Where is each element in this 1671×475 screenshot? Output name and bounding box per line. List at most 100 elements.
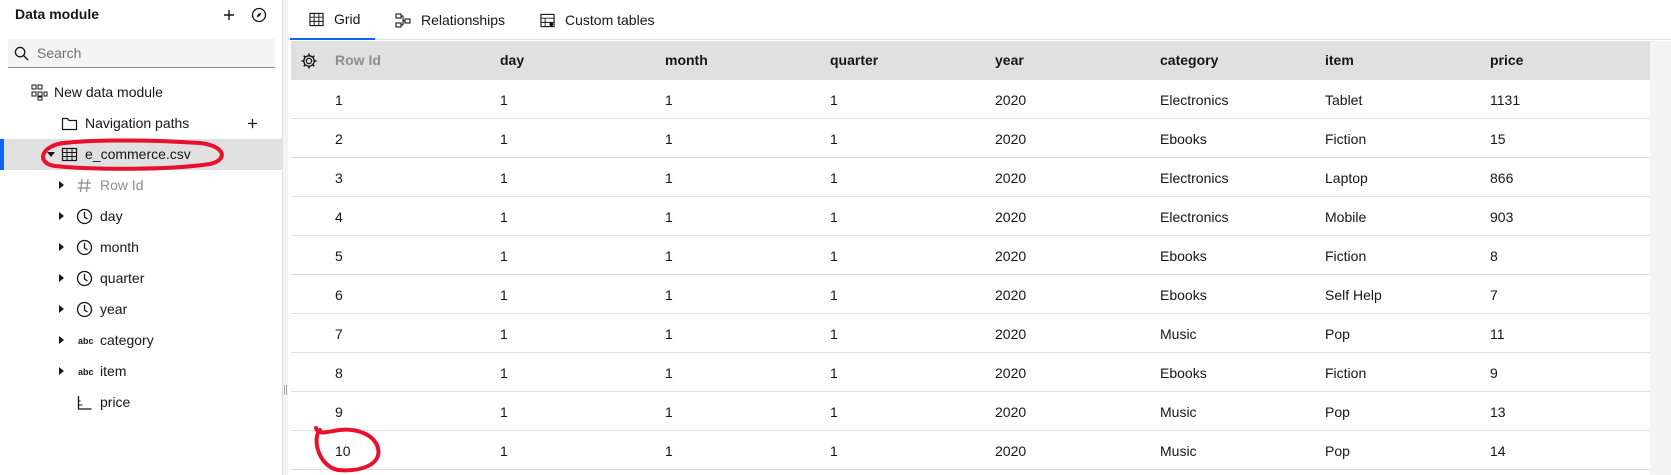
column-header-day[interactable]: day (500, 52, 525, 68)
chevron-right-icon[interactable] (59, 212, 64, 220)
cell-row-id: 2 (335, 131, 343, 147)
chevron-right-icon[interactable] (59, 243, 64, 251)
cell-row-id: 10 (335, 443, 351, 459)
tab-custom-tables[interactable]: Custom tables (540, 0, 654, 40)
vertical-scrollbar[interactable] (1650, 41, 1671, 475)
cell-month: 1 (665, 92, 673, 108)
panel-header: Data module (0, 0, 283, 32)
column-header-category[interactable]: category (1160, 52, 1219, 68)
table-row[interactable]: 7 1 1 1 2020 Music Pop 11 (291, 314, 1650, 353)
tree-item-label: New data module (54, 84, 163, 100)
cell-category: Ebooks (1160, 131, 1207, 147)
tree-item-column-item[interactable]: abc item (0, 356, 283, 387)
cell-row-id: 5 (335, 248, 343, 264)
table-row[interactable]: 5 1 1 1 2020 Ebooks Fiction 8 (291, 236, 1650, 275)
tree-item-label: Row Id (100, 177, 144, 193)
chevron-right-icon[interactable] (59, 274, 64, 282)
column-header-price[interactable]: price (1490, 52, 1524, 68)
cell-row-id: 7 (335, 326, 343, 342)
clock-icon (76, 301, 93, 318)
tree-item-column-price[interactable]: price (0, 387, 283, 418)
tree-item-label: e_commerce.csv (85, 146, 191, 162)
add-button[interactable] (219, 5, 239, 25)
tree-item-column-category[interactable]: abc category (0, 325, 283, 356)
panel-splitter[interactable] (283, 0, 288, 475)
table-row[interactable]: 8 1 1 1 2020 Ebooks Fiction 9 (291, 353, 1650, 392)
table-row[interactable]: 2 1 1 1 2020 Ebooks Fiction 15 (291, 119, 1650, 158)
tree-item-column-month[interactable]: month (0, 232, 283, 263)
cell-year: 2020 (995, 365, 1027, 381)
tree-item-data-module[interactable]: New data module (0, 77, 283, 108)
cell-category: Ebooks (1160, 365, 1207, 381)
abc-text-icon: abc (78, 336, 94, 346)
cell-item: Fiction (1325, 365, 1367, 381)
tree-item-label: quarter (100, 270, 145, 286)
chevron-down-icon[interactable] (47, 152, 55, 157)
cell-day: 1 (500, 365, 508, 381)
main-content: Grid Relationships Custom tables Row Id … (288, 0, 1671, 475)
data-module-icon (31, 84, 48, 101)
cell-day: 1 (500, 248, 508, 264)
search-box (8, 39, 275, 68)
chevron-right-icon[interactable] (59, 181, 64, 189)
search-icon (14, 46, 29, 61)
cell-category: Music (1160, 326, 1197, 342)
tab-relationships[interactable]: Relationships (395, 0, 505, 40)
view-tabs: Grid Relationships Custom tables (288, 0, 1671, 40)
cell-price: 1131 (1490, 92, 1521, 108)
gear-icon[interactable] (300, 52, 318, 70)
cell-year: 2020 (995, 326, 1027, 342)
add-navigation-path-icon[interactable] (247, 118, 258, 129)
cell-quarter: 1 (830, 248, 838, 264)
table-row[interactable]: 4 1 1 1 2020 Electronics Mobile 903 (291, 197, 1650, 236)
table-row[interactable]: 6 1 1 1 2020 Ebooks Self Help 7 (291, 275, 1650, 314)
tree-item-column-year[interactable]: year (0, 294, 283, 325)
custom-table-icon (540, 13, 555, 27)
column-header-item[interactable]: item (1325, 52, 1354, 68)
cell-year: 2020 (995, 287, 1027, 303)
splitter-grip-icon[interactable] (284, 385, 287, 395)
tree-item-navigation-paths[interactable]: Navigation paths (0, 108, 283, 139)
cell-item: Laptop (1325, 170, 1368, 186)
folder-icon (61, 117, 78, 131)
cell-item: Tablet (1325, 92, 1363, 108)
cell-category: Electronics (1160, 92, 1229, 108)
cell-price: 13 (1490, 404, 1506, 420)
table-row[interactable]: 3 1 1 1 2020 Electronics Laptop 866 (291, 158, 1650, 197)
column-header-row-id[interactable]: Row Id (335, 52, 381, 68)
column-header-year[interactable]: year (995, 52, 1024, 68)
tab-grid[interactable]: Grid (290, 0, 375, 40)
cell-quarter: 1 (830, 170, 838, 186)
cell-day: 1 (500, 131, 508, 147)
table-row[interactable]: 10 1 1 1 2020 Music Pop 14 (291, 431, 1650, 470)
tree-item-column-row-id[interactable]: Row Id (0, 170, 283, 201)
cell-month: 1 (665, 365, 673, 381)
cell-year: 2020 (995, 248, 1027, 264)
cell-day: 1 (500, 326, 508, 342)
search-input[interactable] (37, 39, 269, 67)
cell-month: 1 (665, 443, 673, 459)
tree-item-column-day[interactable]: day (0, 201, 283, 232)
cell-year: 2020 (995, 209, 1027, 225)
cell-quarter: 1 (830, 404, 838, 420)
table-row[interactable]: 1 1 1 1 2020 Electronics Tablet 1131 (291, 80, 1650, 119)
tree-item-column-quarter[interactable]: quarter (0, 263, 283, 294)
column-header-month[interactable]: month (665, 52, 708, 68)
cell-price: 14 (1490, 443, 1506, 459)
table-icon (61, 147, 78, 162)
chevron-right-icon[interactable] (59, 305, 64, 313)
chevron-right-icon[interactable] (59, 367, 64, 375)
chevron-right-icon[interactable] (59, 336, 64, 344)
table-row[interactable]: 9 1 1 1 2020 Music Pop 13 (291, 392, 1650, 431)
tree-item-label: day (100, 208, 123, 224)
tree-item-label: price (100, 394, 131, 410)
cell-item: Self Help (1325, 287, 1382, 303)
cell-price: 8 (1490, 248, 1498, 264)
relink-button[interactable] (249, 5, 269, 25)
cell-row-id: 9 (335, 404, 343, 420)
tree-item-table[interactable]: e_commerce.csv (0, 139, 283, 170)
clock-icon (76, 239, 93, 256)
panel-title: Data module (15, 6, 100, 22)
column-header-quarter[interactable]: quarter (830, 52, 879, 68)
cell-month: 1 (665, 287, 673, 303)
